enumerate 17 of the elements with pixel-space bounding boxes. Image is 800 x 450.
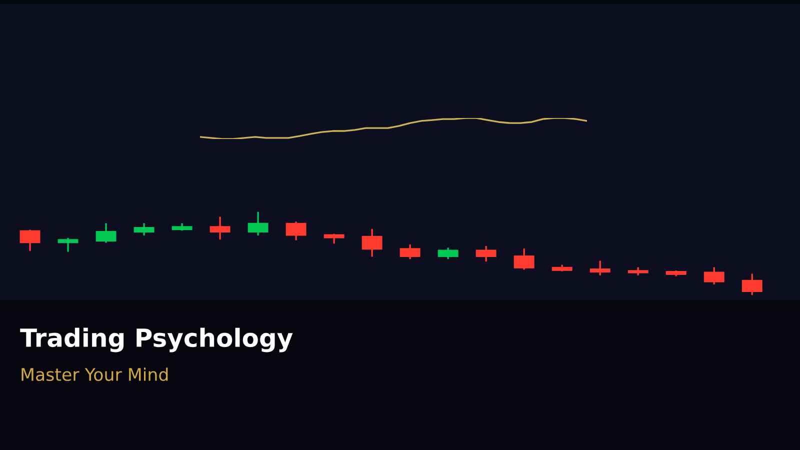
candlestick <box>248 212 268 236</box>
candlestick <box>514 248 534 270</box>
candlestick <box>400 244 420 260</box>
candlestick <box>362 228 382 257</box>
text: Trading Psychology <box>20 328 293 352</box>
candlestick <box>704 267 724 284</box>
candlestick <box>742 274 762 295</box>
candlestick <box>96 223 116 243</box>
candlestick <box>58 238 78 252</box>
candlestick <box>590 260 610 276</box>
candlestick <box>438 248 458 260</box>
candlestick <box>134 223 154 236</box>
candlestick <box>210 216 230 240</box>
text: Master Your Mind <box>22 368 168 382</box>
candlestick <box>20 230 40 251</box>
candlestick <box>476 246 496 262</box>
candlestick <box>286 222 306 240</box>
